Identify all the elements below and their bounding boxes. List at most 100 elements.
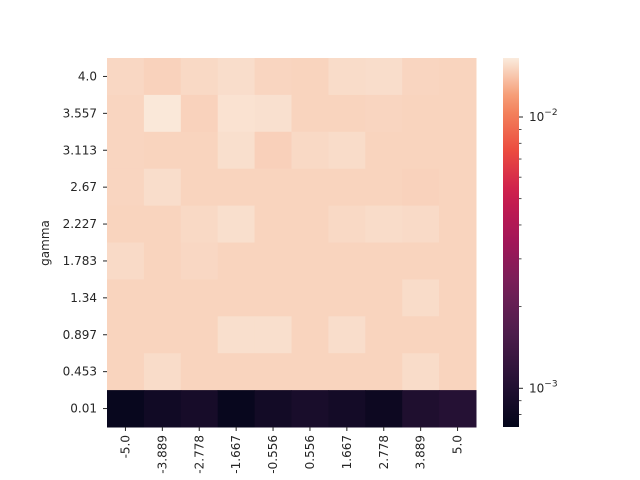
heatmap-cell (328, 168, 366, 207)
heatmap-cell (328, 94, 366, 133)
heatmap-cell (291, 279, 329, 317)
heatmap-cell (439, 58, 477, 96)
heatmap-cell (254, 58, 292, 96)
heatmap-cell (143, 390, 182, 428)
heatmap-cell (439, 94, 477, 133)
heatmap-cell (402, 390, 440, 428)
heatmap-cell (291, 390, 329, 428)
y-tick-label: 2.67 (70, 180, 97, 194)
heatmap-cell (402, 353, 440, 391)
x-tick-label: -0.556 (266, 435, 280, 474)
heatmap-cell (180, 168, 219, 207)
heatmap-cell (402, 205, 440, 243)
heatmap-cell (365, 316, 403, 354)
heatmap-cell (402, 316, 440, 354)
heatmap-cell (107, 390, 145, 428)
heatmap-cell (254, 205, 292, 243)
heatmap-cell (328, 205, 366, 243)
heatmap-cell (254, 353, 292, 391)
heatmap-cell (143, 94, 182, 133)
x-tick-label: -1.667 (229, 435, 243, 474)
heatmap-cell (365, 353, 403, 391)
y-axis-ticks: 4.0 3.557 3.113 2.67 2.227 1.783 1.34 0.897 0.45… (63, 69, 107, 416)
heatmap-cell (254, 168, 292, 207)
heatmap-cell (291, 168, 329, 207)
heatmap-cell (365, 94, 403, 133)
x-axis-ticks: -5.0 -3.889 -2.778 -1.667 -0.556 0.556 1.667 2.… (118, 427, 465, 474)
heatmap-cell (107, 279, 145, 317)
heatmap-cell (439, 390, 477, 428)
heatmap-cell (180, 279, 219, 317)
heatmap-cell (402, 94, 440, 133)
heatmap-cell (143, 242, 182, 280)
heatmap-cell (107, 242, 145, 280)
heatmap-cell (328, 131, 366, 170)
heatmap-cell (217, 58, 256, 96)
heatmap-cell (254, 279, 292, 317)
heatmap-cell (402, 131, 440, 170)
heatmap-cell (143, 353, 182, 391)
heatmap-cell (365, 131, 403, 170)
y-tick-label: 0.453 (63, 365, 97, 379)
heatmap-cell (291, 131, 329, 170)
heatmap-cell (291, 58, 329, 96)
heatmap-cell (365, 242, 403, 280)
heatmap-cell (328, 390, 366, 428)
heatmap-cell (143, 279, 182, 317)
heatmap-cell (217, 353, 256, 391)
heatmap-cell (365, 390, 403, 428)
heatmap-cell (328, 58, 366, 96)
heatmap-cell (107, 353, 145, 391)
heatmap-cell (180, 390, 219, 428)
heatmap-cell (217, 242, 256, 280)
heatmap-cell (107, 316, 145, 354)
heatmap-cell (217, 131, 256, 170)
heatmap-cell (439, 131, 477, 170)
heatmap-cell (439, 242, 477, 280)
heatmap-cell (143, 316, 182, 354)
heatmap-cell (180, 316, 219, 354)
heatmap-cell (254, 131, 292, 170)
heatmap-cell (107, 131, 145, 170)
heatmap-cell (254, 94, 292, 133)
x-tick-label: 2.778 (377, 435, 391, 469)
y-tick-label: 3.557 (63, 106, 97, 120)
y-tick-label: 3.113 (63, 143, 97, 157)
x-tick-label: 1.667 (340, 435, 354, 469)
x-tick-label: -5.0 (118, 435, 132, 458)
heatmap-cell (328, 279, 366, 317)
heatmap-cell (328, 242, 366, 280)
y-tick-label: 2.227 (63, 217, 97, 231)
x-tick-label: 3.889 (414, 435, 428, 469)
heatmap-cell (180, 58, 219, 96)
heatmap-cell (439, 316, 477, 354)
heatmap-cell (254, 390, 292, 428)
heatmap-cell (217, 94, 256, 133)
heatmap-cell (291, 316, 329, 354)
heatmap-cell (217, 316, 256, 354)
heatmap-cell (439, 279, 477, 317)
heatmap-cell (180, 353, 219, 391)
y-tick-label: 4.0 (78, 69, 97, 83)
y-tick-label: 0.897 (63, 328, 97, 342)
heatmap-cell (143, 205, 182, 243)
heatmap-cell (107, 58, 145, 96)
heatmap-cells (107, 58, 477, 428)
heatmap-cell (291, 94, 329, 133)
heatmap-cell (217, 390, 256, 428)
heatmap-cell (107, 94, 145, 133)
heatmap-cell (107, 205, 145, 243)
heatmap-cell (291, 205, 329, 243)
heatmap-cell (365, 168, 403, 207)
y-tick-label: 1.34 (70, 291, 97, 305)
heatmap-cell (365, 58, 403, 96)
y-tick-label: 1.783 (63, 254, 97, 268)
heatmap-cell (107, 168, 145, 207)
heatmap-cell (291, 353, 329, 391)
colorbar (503, 58, 519, 427)
heatmap-cell (402, 279, 440, 317)
heatmap-cell (180, 131, 219, 170)
heatmap-cell (254, 316, 292, 354)
heatmap-cell (217, 205, 256, 243)
